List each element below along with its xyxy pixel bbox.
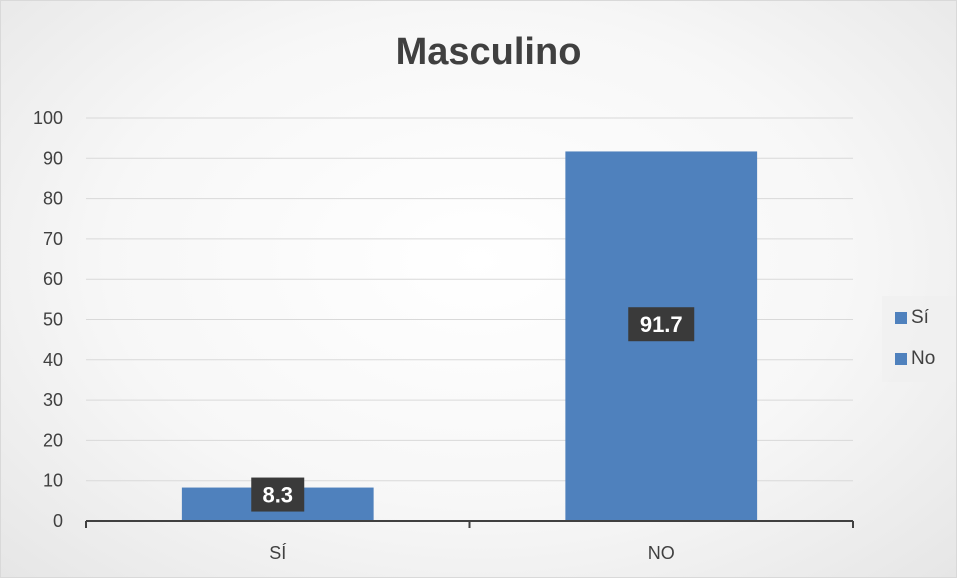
y-tick-label: 70 [43, 229, 63, 249]
data-label: 8.3 [262, 483, 293, 508]
legend-label-si: Sí [911, 307, 929, 328]
y-tick-label: 10 [43, 471, 63, 491]
legend-swatch-no [895, 353, 907, 365]
legend-item-no: No [895, 348, 935, 370]
y-tick-label: 80 [43, 189, 63, 209]
legend: Sí No [882, 296, 956, 382]
y-tick-label: 20 [43, 430, 63, 450]
data-label-box [251, 477, 305, 512]
legend-swatch-si [895, 312, 907, 324]
legend-item-si: Sí [895, 307, 929, 329]
chart-title: Masculino [395, 31, 582, 73]
y-tick-label: 60 [43, 269, 63, 289]
y-tick-label: 30 [43, 390, 63, 410]
x-category-label: SÍ [269, 543, 286, 563]
x-category-label: NO [648, 543, 675, 563]
y-tick-label: 0 [53, 511, 63, 531]
data-label: 91.7 [640, 312, 683, 337]
y-tick-label: 40 [43, 350, 63, 370]
legend-label-no: No [911, 348, 936, 369]
y-tick-label: 50 [43, 310, 63, 330]
y-tick-label: 100 [33, 108, 63, 128]
y-tick-label: 90 [43, 148, 63, 168]
data-label-box [628, 307, 695, 342]
